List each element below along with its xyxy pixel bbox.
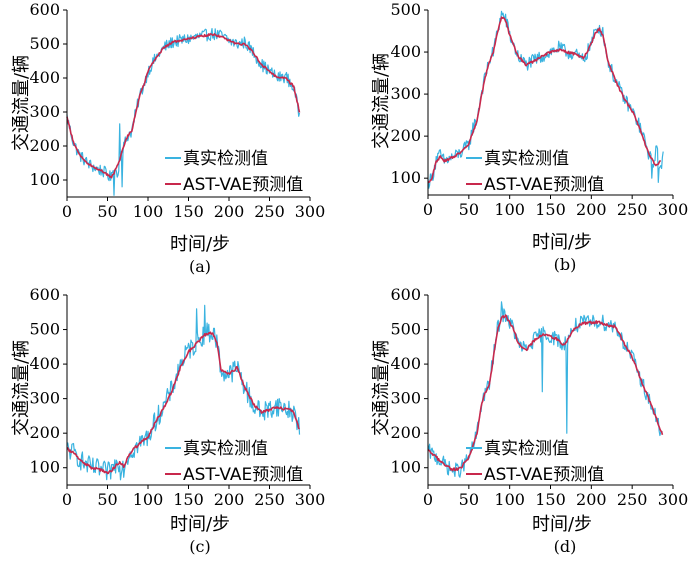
legend: 真实检测值 AST-VAE预测值 — [165, 439, 303, 485]
panel-caption: (c) — [189, 537, 210, 556]
y-tick-label: 600 — [390, 285, 421, 304]
y-tick-label: 200 — [29, 136, 60, 155]
x-tick-label: 150 — [535, 490, 566, 509]
y-tick-label: 100 — [29, 458, 60, 477]
x-tick-label: 200 — [576, 490, 607, 509]
y-tick-label: 400 — [29, 68, 60, 87]
series-line-predicted — [66, 33, 301, 179]
y-tick-label: 400 — [29, 354, 60, 373]
x-tick-label: 0 — [62, 202, 72, 221]
series-line-actual — [427, 301, 663, 478]
y-tick-label: 500 — [29, 320, 60, 339]
series-line-predicted — [427, 16, 662, 184]
x-tick-label: 250 — [617, 200, 648, 219]
x-tick-label: 150 — [173, 490, 204, 509]
y-tick-label: 600 — [29, 0, 60, 19]
chart-panel-1: 0 50 100 150 200 250 300 100 200 300 400 500 600 时间/步… — [11, 0, 325, 276]
y-tick-label: 200 — [390, 423, 421, 442]
y-axis-label: 交通流量/辆 — [11, 340, 32, 436]
legend-label: AST-VAE预测值 — [484, 465, 604, 485]
y-tick-label: 400 — [390, 354, 421, 373]
y-tick-label: 200 — [390, 126, 421, 145]
x-tick-label: 50 — [459, 490, 479, 509]
x-axis-label: 时间/步 — [170, 514, 230, 535]
y-tick-label: 100 — [390, 458, 421, 477]
x-tick-label: 100 — [133, 202, 164, 221]
y-axis-label: 交通流量/辆 — [371, 53, 392, 149]
y-tick-label: 100 — [390, 168, 421, 187]
x-tick-label: 0 — [62, 490, 72, 509]
x-tick-label: 250 — [617, 490, 648, 509]
x-tick-label: 0 — [423, 200, 433, 219]
legend-label: 真实检测值 — [183, 149, 268, 169]
panel-caption: (a) — [189, 257, 211, 276]
y-axis-label: 交通流量/辆 — [11, 55, 32, 151]
y-tick-label: 100 — [29, 170, 60, 189]
x-tick-label: 300 — [658, 490, 689, 509]
legend-label: AST-VAE预测值 — [183, 175, 303, 195]
legend-label: 真实检测值 — [183, 439, 268, 459]
legend: 真实检测值 AST-VAE预测值 — [466, 439, 604, 485]
series-line-predicted — [427, 314, 664, 472]
series-line-predicted — [67, 331, 300, 475]
y-tick-label: 300 — [29, 389, 60, 408]
x-tick-label: 50 — [97, 490, 117, 509]
panel-caption: (d) — [554, 537, 577, 556]
x-tick-label: 300 — [295, 202, 326, 221]
x-tick-label: 200 — [214, 202, 245, 221]
legend-label: AST-VAE预测值 — [484, 175, 604, 195]
x-tick-label: 250 — [254, 490, 285, 509]
chart-panel-3: 0 50 100 150 200 250 300 100 200 300 400 500 600 时间/步… — [11, 285, 325, 556]
y-tick-label: 300 — [29, 102, 60, 121]
y-tick-label: 600 — [29, 285, 60, 304]
x-tick-label: 200 — [576, 200, 607, 219]
legend-label: 真实检测值 — [484, 149, 569, 169]
x-tick-label: 300 — [295, 490, 326, 509]
panel-caption: (b) — [554, 255, 577, 274]
x-tick-label: 250 — [254, 202, 285, 221]
x-tick-label: 100 — [133, 490, 164, 509]
x-tick-label: 150 — [535, 200, 566, 219]
x-tick-label: 0 — [423, 490, 433, 509]
chart-panel-2: 0 50 100 150 200 250 300 100 200 300 400 500 时间/步 交通流… — [371, 0, 688, 274]
y-tick-label: 200 — [29, 423, 60, 442]
legend-label: AST-VAE预测值 — [183, 465, 303, 485]
x-axis-label: 时间/步 — [532, 514, 592, 535]
x-tick-label: 50 — [97, 202, 117, 221]
legend-label: 真实检测值 — [484, 439, 569, 459]
x-axis-label: 时间/步 — [532, 232, 592, 253]
series-line-actual — [427, 10, 664, 189]
x-tick-label: 300 — [658, 200, 689, 219]
y-axis-label: 交通流量/辆 — [371, 340, 392, 436]
legend: 真实检测值 AST-VAE预测值 — [466, 149, 604, 195]
x-tick-label: 50 — [459, 200, 479, 219]
y-tick-label: 300 — [390, 84, 421, 103]
x-tick-label: 100 — [494, 490, 525, 509]
y-tick-label: 500 — [390, 0, 421, 19]
x-tick-label: 150 — [173, 202, 204, 221]
chart-panel-4: 0 50 100 150 200 250 300 100 200 300 400 500 600 时间/步… — [371, 285, 688, 556]
legend: 真实检测值 AST-VAE预测值 — [165, 149, 303, 195]
x-tick-label: 200 — [214, 490, 245, 509]
y-tick-label: 300 — [390, 389, 421, 408]
x-axis-label: 时间/步 — [170, 234, 230, 255]
y-tick-label: 500 — [390, 320, 421, 339]
y-tick-label: 500 — [29, 34, 60, 53]
y-tick-label: 400 — [390, 42, 421, 61]
x-tick-label: 100 — [494, 200, 525, 219]
